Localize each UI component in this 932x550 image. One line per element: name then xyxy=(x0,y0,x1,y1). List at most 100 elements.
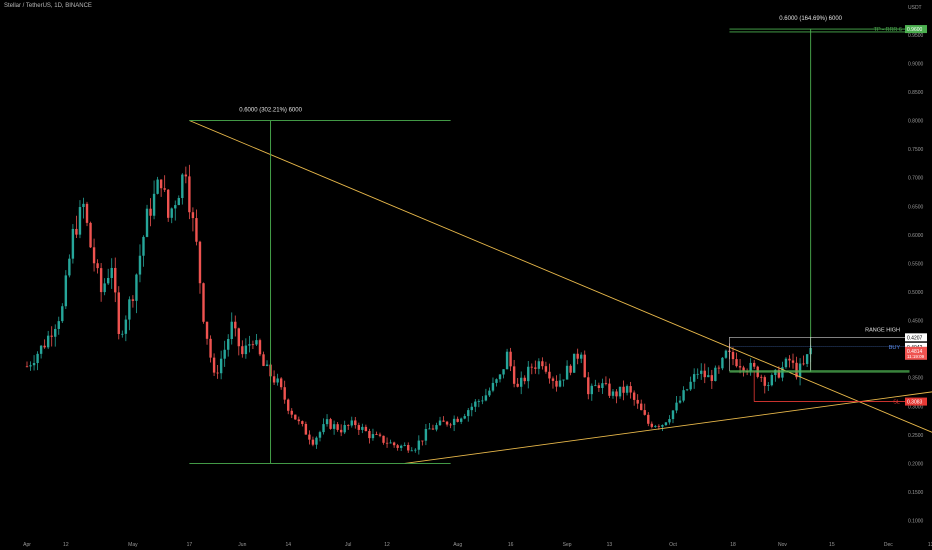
candle-body xyxy=(407,444,410,451)
trendline-ascending xyxy=(404,391,932,464)
candle-body xyxy=(382,435,385,443)
candle-body xyxy=(142,236,145,256)
candle-body xyxy=(255,340,258,345)
annotation-sl-tag xyxy=(905,397,927,406)
price-tick-label: 0.8000 xyxy=(908,119,924,125)
candle-body xyxy=(283,387,286,400)
candle-body xyxy=(707,375,710,378)
time-tick-label: 14 xyxy=(285,542,291,548)
annotation-tp-tag xyxy=(905,25,927,34)
candle-body xyxy=(601,383,604,388)
price-axis-unit: USDT xyxy=(908,5,922,11)
candle-body xyxy=(622,386,625,393)
candle-body xyxy=(287,399,290,411)
candle-body xyxy=(505,351,509,370)
price-tick-label: 0.2500 xyxy=(908,433,924,439)
candle-body xyxy=(219,358,223,374)
candle-body xyxy=(188,176,191,213)
time-tick-label: Jun xyxy=(238,542,246,548)
candle-body xyxy=(347,425,350,426)
price-tick-label: 0.4500 xyxy=(908,319,924,325)
candle-body xyxy=(608,383,611,396)
time-tick-label: 13 xyxy=(607,542,613,548)
candle-body xyxy=(703,370,706,378)
candle-body xyxy=(551,378,555,381)
candle-body xyxy=(424,428,428,441)
candle-body xyxy=(470,406,473,411)
candle-body xyxy=(159,179,163,189)
candle-body xyxy=(428,428,431,430)
candle-body xyxy=(791,360,795,363)
candle-body xyxy=(403,444,406,446)
range-box xyxy=(729,337,811,372)
candle-body xyxy=(128,299,131,320)
candle-body xyxy=(498,374,502,380)
candles-layer xyxy=(25,164,812,455)
candle-body xyxy=(290,410,293,415)
candle-body xyxy=(276,378,279,383)
price-tick-label: 0.9000 xyxy=(908,61,924,67)
candle-body xyxy=(520,377,523,387)
candle-body xyxy=(202,283,205,322)
candle-body xyxy=(25,366,29,368)
candle-body xyxy=(710,375,714,381)
candle-body xyxy=(223,349,226,359)
time-tick-label: Jul xyxy=(345,542,351,548)
candle-body xyxy=(664,422,668,426)
candle-body xyxy=(106,278,110,284)
time-axis: Apr 12 May 17 Jun 14 Jul 12 Aug 16 Sep 13 Oct 18 Nov 15… xyxy=(23,542,932,548)
candle-body xyxy=(36,353,39,364)
candle-body xyxy=(477,400,481,402)
candle-body xyxy=(745,371,749,372)
candle-body xyxy=(174,205,177,209)
candle-body xyxy=(227,339,230,350)
time-tick-label: 17 xyxy=(187,542,193,548)
price-tick-label: 0.1500 xyxy=(908,490,924,496)
candle-body xyxy=(481,400,484,402)
candle-body xyxy=(611,391,615,396)
candle-body xyxy=(717,367,721,369)
candle-body xyxy=(258,340,262,355)
candle-body xyxy=(558,380,562,387)
candle-body xyxy=(523,377,526,382)
candle-body xyxy=(152,193,156,216)
candle-body xyxy=(604,383,608,384)
candle-body xyxy=(565,365,569,380)
time-tick-label: 16 xyxy=(508,542,514,548)
candle-body xyxy=(279,378,283,388)
candle-body xyxy=(548,371,551,379)
candle-body xyxy=(135,274,138,301)
candle-body xyxy=(184,174,188,177)
price-tick-label: 0.3500 xyxy=(908,376,924,382)
candle-body xyxy=(456,418,459,422)
candle-body xyxy=(350,420,353,426)
candle-body xyxy=(244,345,248,355)
candle-body xyxy=(459,418,463,422)
candle-body xyxy=(89,222,92,248)
annotation-tp: TP - RRR 6 xyxy=(874,27,902,33)
candle-body xyxy=(770,374,774,386)
annotation-tp-tag-text: 0.9600 xyxy=(907,27,923,33)
candle-body xyxy=(145,208,149,237)
measure-label: 0.6000 (164.69%) 6000 xyxy=(779,16,842,22)
candle-body xyxy=(802,363,805,365)
candle-body xyxy=(752,362,756,367)
candle-body xyxy=(417,440,421,450)
candle-body xyxy=(272,376,276,383)
candle-body xyxy=(530,366,533,368)
candle-body xyxy=(57,321,60,329)
price-tick-label: 0.2000 xyxy=(908,461,924,467)
candle-body xyxy=(692,374,696,382)
candle-body xyxy=(50,335,53,337)
chart-title: Stellar / TetherUS, 1D, BINANCE xyxy=(4,3,92,9)
candle-body xyxy=(43,345,46,348)
trendline-descending xyxy=(189,120,932,433)
candle-body xyxy=(241,346,244,355)
candle-body xyxy=(636,399,639,404)
annotation-buy-tag xyxy=(905,342,927,351)
candle-body xyxy=(572,353,576,373)
candle-body xyxy=(322,424,325,433)
time-tick-label: 12 xyxy=(63,542,69,548)
candle-body xyxy=(654,425,657,427)
